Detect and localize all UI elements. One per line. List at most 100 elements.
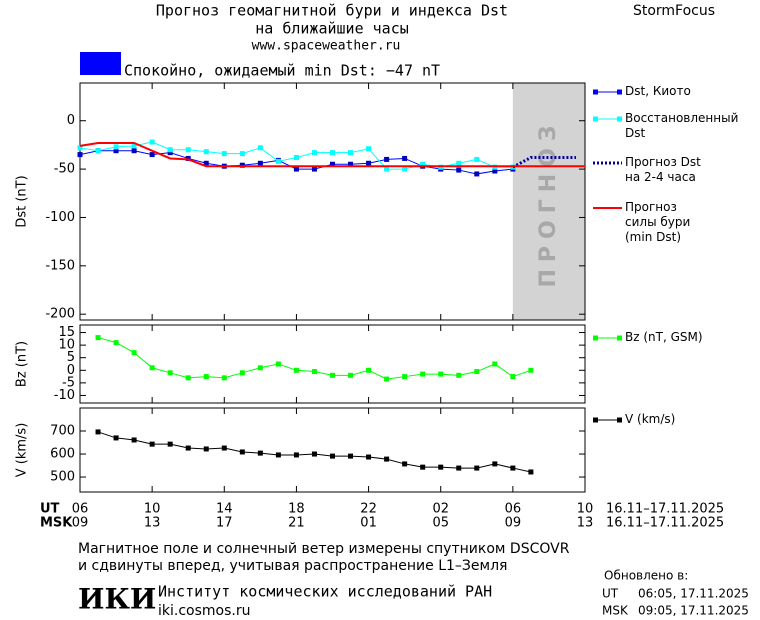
x-tick-label-msk: 21 <box>288 516 305 531</box>
legend-label: Dst, Киото <box>625 84 691 98</box>
y-tick-label: 10 <box>58 338 75 353</box>
point <box>293 154 299 160</box>
point <box>275 361 281 367</box>
point <box>420 371 426 377</box>
point <box>456 160 462 166</box>
point <box>185 445 191 451</box>
point <box>293 367 299 373</box>
x-tick-label-msk: 01 <box>360 516 377 531</box>
point <box>402 166 408 172</box>
point <box>474 465 480 471</box>
point <box>239 449 245 455</box>
plot-frame <box>79 407 586 493</box>
point <box>402 155 408 161</box>
y-tick-label: 600 <box>50 447 75 462</box>
point <box>348 161 354 167</box>
point <box>113 435 119 441</box>
point <box>456 465 462 471</box>
point <box>167 441 173 447</box>
note: и сдвинуты вперед, учитывая распростране… <box>78 558 507 574</box>
logo: ИКИ <box>78 583 156 616</box>
point <box>113 340 119 346</box>
point <box>257 365 263 371</box>
point <box>185 375 191 381</box>
point <box>293 452 299 458</box>
updated-label: Обновлено в: <box>604 569 688 583</box>
point <box>420 161 426 167</box>
legend-marker <box>593 89 598 95</box>
point <box>113 148 119 154</box>
y-tick-label: -5 <box>62 375 75 390</box>
point <box>167 147 173 153</box>
point <box>384 376 390 382</box>
point <box>77 145 83 151</box>
point <box>330 372 335 378</box>
legend-marker <box>593 116 598 122</box>
legend-marker <box>617 116 622 122</box>
point <box>348 453 354 459</box>
point <box>438 464 444 470</box>
y-tick-label: -100 <box>45 210 75 225</box>
y-tick-label: 0 <box>67 113 75 128</box>
x-tick-label: 18 <box>288 502 305 517</box>
point <box>474 171 480 177</box>
point <box>330 150 335 156</box>
point <box>149 441 155 447</box>
point <box>311 369 317 375</box>
point <box>330 161 335 167</box>
updated-msk-time: 09:05, 17.11.2025 <box>638 604 749 618</box>
x-tick-label: 22 <box>360 502 377 517</box>
series-line <box>79 141 585 168</box>
legend-label: Прогноз силы бури (min Dst) <box>625 200 691 244</box>
y-axis-label: Bz (nT) <box>15 341 30 387</box>
point <box>348 372 354 378</box>
y-axis-label: Dst (nT) <box>15 175 30 227</box>
site: iki.cosmos.ru <box>158 603 250 619</box>
point <box>384 166 390 172</box>
forecast-label: ПРОГНОЗ <box>536 118 561 287</box>
y-tick-label: -10 <box>54 388 75 403</box>
y-tick-label: 700 <box>50 424 75 439</box>
point <box>366 146 372 152</box>
legend-marker <box>617 417 622 423</box>
point <box>330 453 335 459</box>
point <box>77 152 83 158</box>
legend-label: Bz (nT, GSM) <box>625 330 703 344</box>
y-tick-label: 500 <box>50 470 75 485</box>
forecast-region <box>512 83 585 320</box>
point <box>384 456 390 462</box>
url: www.spaceweather.ru <box>252 39 401 54</box>
legend-marker <box>617 89 622 95</box>
point <box>456 372 462 378</box>
point <box>311 166 317 172</box>
point <box>257 160 263 166</box>
y-tick-label: 15 <box>58 325 75 340</box>
point <box>131 437 137 443</box>
point <box>275 158 281 164</box>
x-tick-label-msk: 09 <box>505 516 522 531</box>
legend-marker <box>617 335 622 341</box>
point <box>420 464 426 470</box>
updated-ut-time: 06:05, 17.11.2025 <box>638 587 749 601</box>
point <box>438 371 444 377</box>
point <box>366 454 372 460</box>
x-tick-label: 10 <box>144 502 161 517</box>
point <box>293 166 299 172</box>
point <box>311 150 317 156</box>
date-range: 16.11–17.11.2025 <box>606 516 724 531</box>
point <box>275 452 281 458</box>
x-tick-label: 06 <box>72 502 89 517</box>
x-tick-label-msk: 05 <box>432 516 449 531</box>
title: на ближайшие часы <box>255 20 409 38</box>
updated-ut: UT <box>602 587 619 601</box>
point <box>149 365 155 371</box>
point <box>366 367 372 373</box>
point <box>474 369 480 375</box>
y-tick-label: 0 <box>67 363 75 378</box>
updated-msk: MSK <box>602 604 629 618</box>
legend-marker <box>593 417 598 423</box>
y-tick-label: -200 <box>45 307 75 322</box>
point <box>203 160 209 166</box>
brand: StormFocus <box>633 3 715 19</box>
